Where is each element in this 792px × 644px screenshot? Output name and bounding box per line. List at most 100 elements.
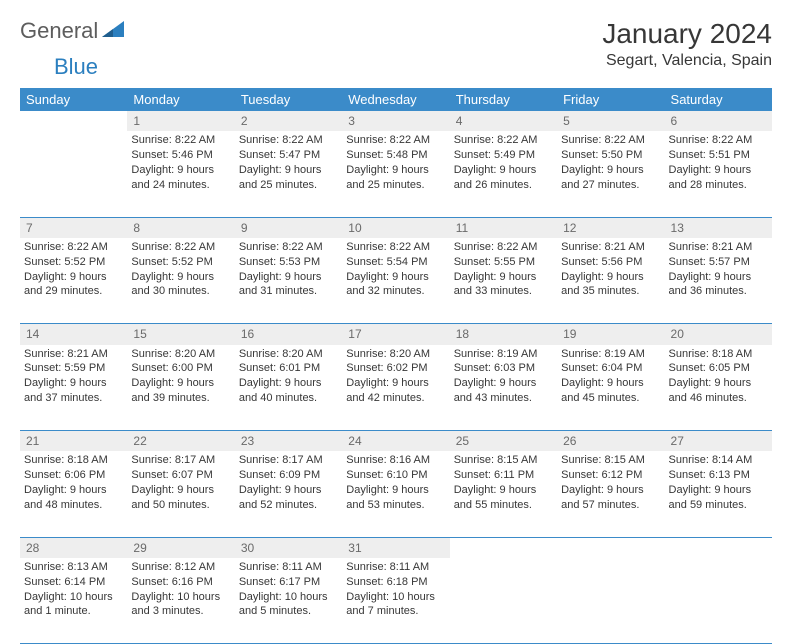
daylight-line: and 48 minutes. (24, 498, 123, 513)
day-number: 9 (235, 217, 342, 238)
day-number: 23 (235, 431, 342, 452)
day-number-row: 123456 (20, 111, 772, 131)
sunrise-line: Sunrise: 8:19 AM (561, 347, 660, 362)
calendar-cell: Sunrise: 8:22 AMSunset: 5:49 PMDaylight:… (450, 131, 557, 217)
day-number: 11 (450, 217, 557, 238)
calendar-cell: Sunrise: 8:22 AMSunset: 5:52 PMDaylight:… (127, 238, 234, 324)
daylight-line: Daylight: 9 hours (561, 163, 660, 178)
calendar-cell: Sunrise: 8:15 AMSunset: 6:11 PMDaylight:… (450, 451, 557, 537)
calendar-cell: Sunrise: 8:12 AMSunset: 6:16 PMDaylight:… (127, 558, 234, 644)
day-number (557, 537, 664, 558)
sunset-line: Sunset: 5:46 PM (131, 148, 230, 163)
daylight-line: and 29 minutes. (24, 284, 123, 299)
sunset-line: Sunset: 6:07 PM (131, 468, 230, 483)
sunrise-line: Sunrise: 8:18 AM (24, 453, 123, 468)
weekday-header: Wednesday (342, 88, 449, 111)
daylight-line: Daylight: 9 hours (24, 483, 123, 498)
day-number: 22 (127, 431, 234, 452)
daylight-line: and 52 minutes. (239, 498, 338, 513)
calendar-cell: Sunrise: 8:22 AMSunset: 5:47 PMDaylight:… (235, 131, 342, 217)
calendar-cell: Sunrise: 8:22 AMSunset: 5:54 PMDaylight:… (342, 238, 449, 324)
sunrise-line: Sunrise: 8:22 AM (454, 133, 553, 148)
sunset-line: Sunset: 5:54 PM (346, 255, 445, 270)
sunset-line: Sunset: 6:03 PM (454, 361, 553, 376)
daylight-line: Daylight: 9 hours (346, 376, 445, 391)
calendar-cell (665, 558, 772, 644)
day-number: 2 (235, 111, 342, 131)
day-number: 12 (557, 217, 664, 238)
calendar-week-row: Sunrise: 8:22 AMSunset: 5:46 PMDaylight:… (20, 131, 772, 217)
daylight-line: Daylight: 9 hours (454, 376, 553, 391)
sunset-line: Sunset: 6:05 PM (669, 361, 768, 376)
daylight-line: Daylight: 9 hours (454, 483, 553, 498)
calendar-cell: Sunrise: 8:17 AMSunset: 6:07 PMDaylight:… (127, 451, 234, 537)
day-number-row: 78910111213 (20, 217, 772, 238)
calendar-cell (450, 558, 557, 644)
sunrise-line: Sunrise: 8:18 AM (669, 347, 768, 362)
day-number: 20 (665, 324, 772, 345)
sunset-line: Sunset: 6:09 PM (239, 468, 338, 483)
day-number: 31 (342, 537, 449, 558)
daylight-line: and 35 minutes. (561, 284, 660, 299)
sunset-line: Sunset: 6:18 PM (346, 575, 445, 590)
calendar-week-row: Sunrise: 8:22 AMSunset: 5:52 PMDaylight:… (20, 238, 772, 324)
day-number-row: 14151617181920 (20, 324, 772, 345)
daylight-line: and 55 minutes. (454, 498, 553, 513)
daylight-line: Daylight: 10 hours (346, 590, 445, 605)
calendar-cell: Sunrise: 8:20 AMSunset: 6:01 PMDaylight:… (235, 345, 342, 431)
sunset-line: Sunset: 5:59 PM (24, 361, 123, 376)
title-block: January 2024 Segart, Valencia, Spain (602, 18, 772, 70)
calendar-cell: Sunrise: 8:16 AMSunset: 6:10 PMDaylight:… (342, 451, 449, 537)
daylight-line: Daylight: 9 hours (669, 483, 768, 498)
sunrise-line: Sunrise: 8:11 AM (346, 560, 445, 575)
daylight-line: Daylight: 9 hours (131, 163, 230, 178)
daylight-line: Daylight: 9 hours (346, 163, 445, 178)
sunrise-line: Sunrise: 8:21 AM (561, 240, 660, 255)
day-number: 17 (342, 324, 449, 345)
day-number: 3 (342, 111, 449, 131)
daylight-line: Daylight: 9 hours (561, 270, 660, 285)
sunrise-line: Sunrise: 8:22 AM (346, 240, 445, 255)
day-number: 27 (665, 431, 772, 452)
day-number-row: 28293031 (20, 537, 772, 558)
calendar-cell: Sunrise: 8:15 AMSunset: 6:12 PMDaylight:… (557, 451, 664, 537)
daylight-line: and 25 minutes. (239, 178, 338, 193)
sunrise-line: Sunrise: 8:12 AM (131, 560, 230, 575)
calendar-table: SundayMondayTuesdayWednesdayThursdayFrid… (20, 88, 772, 644)
day-number: 29 (127, 537, 234, 558)
daylight-line: Daylight: 9 hours (346, 270, 445, 285)
daylight-line: and 53 minutes. (346, 498, 445, 513)
calendar-cell: Sunrise: 8:21 AMSunset: 5:56 PMDaylight:… (557, 238, 664, 324)
sunset-line: Sunset: 6:13 PM (669, 468, 768, 483)
calendar-cell: Sunrise: 8:22 AMSunset: 5:50 PMDaylight:… (557, 131, 664, 217)
sunrise-line: Sunrise: 8:20 AM (131, 347, 230, 362)
day-number (450, 537, 557, 558)
daylight-line: Daylight: 9 hours (239, 483, 338, 498)
brand-logo: General (20, 18, 126, 44)
daylight-line: Daylight: 9 hours (454, 163, 553, 178)
daylight-line: and 24 minutes. (131, 178, 230, 193)
sunrise-line: Sunrise: 8:15 AM (561, 453, 660, 468)
daylight-line: Daylight: 9 hours (454, 270, 553, 285)
calendar-header-row: SundayMondayTuesdayWednesdayThursdayFrid… (20, 88, 772, 111)
brand-triangle-icon (102, 21, 124, 42)
daylight-line: and 45 minutes. (561, 391, 660, 406)
sunrise-line: Sunrise: 8:22 AM (346, 133, 445, 148)
day-number: 6 (665, 111, 772, 131)
sunrise-line: Sunrise: 8:21 AM (669, 240, 768, 255)
day-number: 10 (342, 217, 449, 238)
daylight-line: and 50 minutes. (131, 498, 230, 513)
sunset-line: Sunset: 5:48 PM (346, 148, 445, 163)
calendar-cell: Sunrise: 8:21 AMSunset: 5:59 PMDaylight:… (20, 345, 127, 431)
weekday-header: Tuesday (235, 88, 342, 111)
calendar-cell: Sunrise: 8:22 AMSunset: 5:55 PMDaylight:… (450, 238, 557, 324)
daylight-line: and 26 minutes. (454, 178, 553, 193)
daylight-line: Daylight: 9 hours (131, 483, 230, 498)
daylight-line: and 33 minutes. (454, 284, 553, 299)
day-number (665, 537, 772, 558)
day-number: 26 (557, 431, 664, 452)
sunset-line: Sunset: 6:17 PM (239, 575, 338, 590)
sunset-line: Sunset: 6:04 PM (561, 361, 660, 376)
daylight-line: and 28 minutes. (669, 178, 768, 193)
sunrise-line: Sunrise: 8:13 AM (24, 560, 123, 575)
